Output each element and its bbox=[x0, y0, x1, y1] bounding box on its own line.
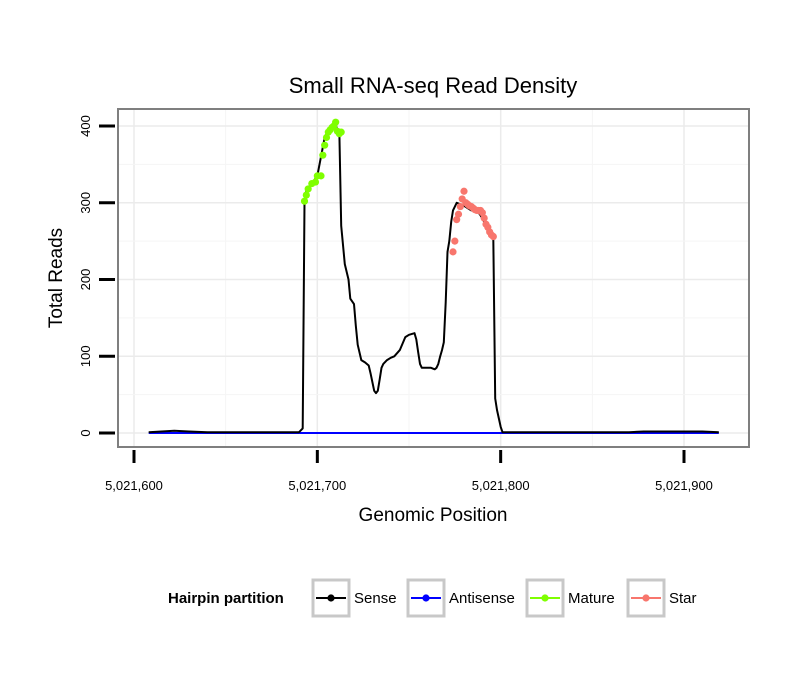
x-tick-label: 5,021,600 bbox=[105, 478, 163, 493]
legend-key-point bbox=[541, 594, 549, 602]
y-tick-label: 400 bbox=[78, 115, 93, 137]
legend-key-star bbox=[626, 578, 666, 618]
mature-point bbox=[300, 197, 309, 205]
star-point bbox=[454, 210, 463, 218]
x-tick-label: 5,021,900 bbox=[655, 478, 713, 493]
y-tick-label: 100 bbox=[78, 345, 93, 367]
star-point bbox=[456, 202, 464, 211]
x-tick-label: 5,021,800 bbox=[472, 478, 530, 493]
mature-point bbox=[304, 185, 312, 193]
axes: 5,021,600 5,021,700 5,021,800 5,021,900 0 100… bbox=[78, 115, 713, 493]
legend-label-mature: Mature bbox=[568, 590, 615, 607]
x-tick-label: 5,021,700 bbox=[288, 478, 346, 493]
mature-point bbox=[302, 191, 310, 199]
series-layer bbox=[148, 118, 719, 434]
series-star bbox=[449, 187, 497, 256]
legend-label-sense: Sense bbox=[354, 590, 397, 607]
legend-label-star: Star bbox=[669, 590, 697, 607]
legend-key-point bbox=[642, 594, 650, 602]
mature-point bbox=[337, 128, 345, 136]
mature-point bbox=[311, 178, 320, 186]
legend-key-mature bbox=[525, 578, 565, 618]
y-tick-label: 300 bbox=[78, 192, 93, 214]
legend-key-point bbox=[327, 594, 335, 602]
legend: Hairpin partition Sense Antisense Mature St… bbox=[168, 578, 697, 618]
legend-key-point bbox=[422, 594, 430, 602]
star-point bbox=[460, 187, 468, 195]
mature-point bbox=[319, 151, 327, 159]
y-tick-label: 0 bbox=[78, 429, 93, 436]
star-point bbox=[489, 232, 497, 241]
star-point bbox=[451, 237, 459, 245]
plot-panel bbox=[117, 108, 750, 448]
grid-lines bbox=[119, 110, 748, 446]
x-axis-label: Genomic Position bbox=[359, 505, 508, 526]
y-tick-label: 200 bbox=[78, 269, 93, 291]
mature-point bbox=[317, 172, 325, 180]
mature-point bbox=[321, 141, 329, 149]
legend-key-sense bbox=[311, 578, 351, 618]
legend-label-antisense: Antisense bbox=[449, 590, 515, 607]
mature-point bbox=[332, 118, 340, 126]
legend-title: Hairpin partition bbox=[168, 590, 284, 607]
legend-key-antisense bbox=[406, 578, 446, 618]
y-axis-label: Total Reads bbox=[46, 228, 67, 328]
chart-title: Small RNA-seq Read Density bbox=[289, 73, 578, 98]
star-point bbox=[449, 248, 457, 256]
series-mature bbox=[300, 118, 345, 205]
star-point bbox=[480, 214, 488, 222]
